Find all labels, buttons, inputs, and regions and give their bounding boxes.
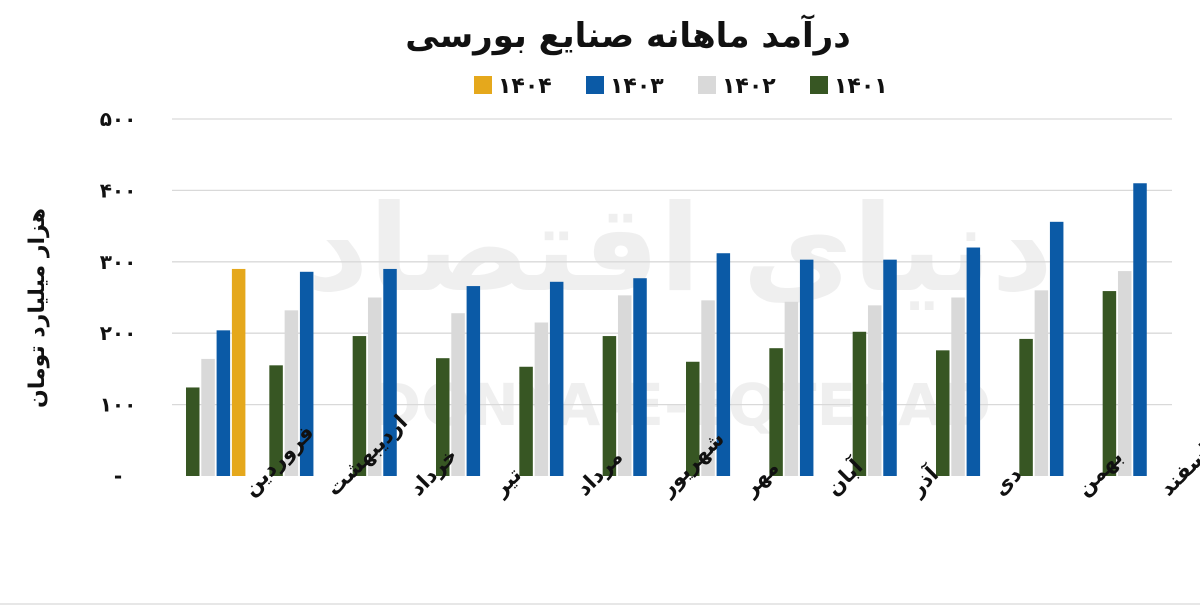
legend-label: ۱۴۰۲ <box>722 74 776 99</box>
bar <box>367 297 382 476</box>
bar <box>633 278 647 476</box>
y-tick-label: ۵۰۰ <box>100 107 137 131</box>
y-tick-label: ۲۰۰ <box>100 321 137 345</box>
gridlines <box>172 118 1172 406</box>
bar <box>1117 271 1132 476</box>
bar <box>701 300 715 476</box>
bar <box>799 259 814 476</box>
bar <box>852 331 867 476</box>
y-axis-label: هزار میلیارد تومان <box>25 208 50 408</box>
bar <box>216 330 231 476</box>
y-tick-label: ۱۰۰ <box>100 393 137 417</box>
x-tick-label: اسفند <box>1155 439 1200 501</box>
bar <box>451 313 465 476</box>
bar <box>352 336 367 476</box>
bar <box>769 348 783 476</box>
chart-title: درآمد ماهانه صنایع بورسی <box>405 14 850 56</box>
bar <box>186 387 200 476</box>
bar <box>1034 290 1049 476</box>
y-tick-label: ۴۰۰ <box>100 178 137 202</box>
bar <box>617 295 632 476</box>
bar <box>966 247 981 476</box>
bar <box>1102 291 1117 476</box>
bar <box>883 259 897 476</box>
bar <box>1019 338 1033 476</box>
bars <box>186 183 1147 476</box>
bar <box>284 310 299 476</box>
bar <box>436 358 450 476</box>
bar <box>936 350 950 476</box>
legend-label: ۱۴۰۳ <box>610 74 664 99</box>
legend-label: ۱۴۰۱ <box>834 74 888 99</box>
bar <box>686 361 700 476</box>
bar <box>269 365 283 476</box>
legend-swatch <box>810 76 828 94</box>
bar <box>466 286 481 476</box>
y-tick-label: ۳۰۰ <box>100 250 137 274</box>
x-tick-label: اردیبهشت <box>322 410 413 501</box>
bar <box>951 297 965 476</box>
legend-label: ۱۴۰۴ <box>498 74 552 99</box>
legend-swatch <box>698 76 716 94</box>
bar <box>383 268 397 476</box>
bar <box>1049 221 1064 476</box>
bar <box>201 358 215 476</box>
bar <box>602 336 617 476</box>
watermark-persian: دنیای اقتصاد <box>307 180 1053 319</box>
bar <box>549 281 564 476</box>
bar <box>1133 183 1147 476</box>
bar <box>716 253 731 476</box>
bar <box>231 268 246 476</box>
bar <box>867 305 882 476</box>
bar <box>784 301 799 476</box>
y-tick-label: - <box>114 464 122 488</box>
bar <box>299 271 314 476</box>
legend-swatch <box>474 76 492 94</box>
bar <box>534 322 549 476</box>
y-axis-ticks: - ۱۰۰ ۲۰۰ ۳۰۰ ۴۰۰ ۵۰۰ <box>100 107 137 488</box>
bar <box>519 366 533 476</box>
legend: ۱۴۰۱ ۱۴۰۲ ۱۴۰۳ ۱۴۰۴ <box>474 74 888 99</box>
legend-swatch <box>586 76 604 94</box>
